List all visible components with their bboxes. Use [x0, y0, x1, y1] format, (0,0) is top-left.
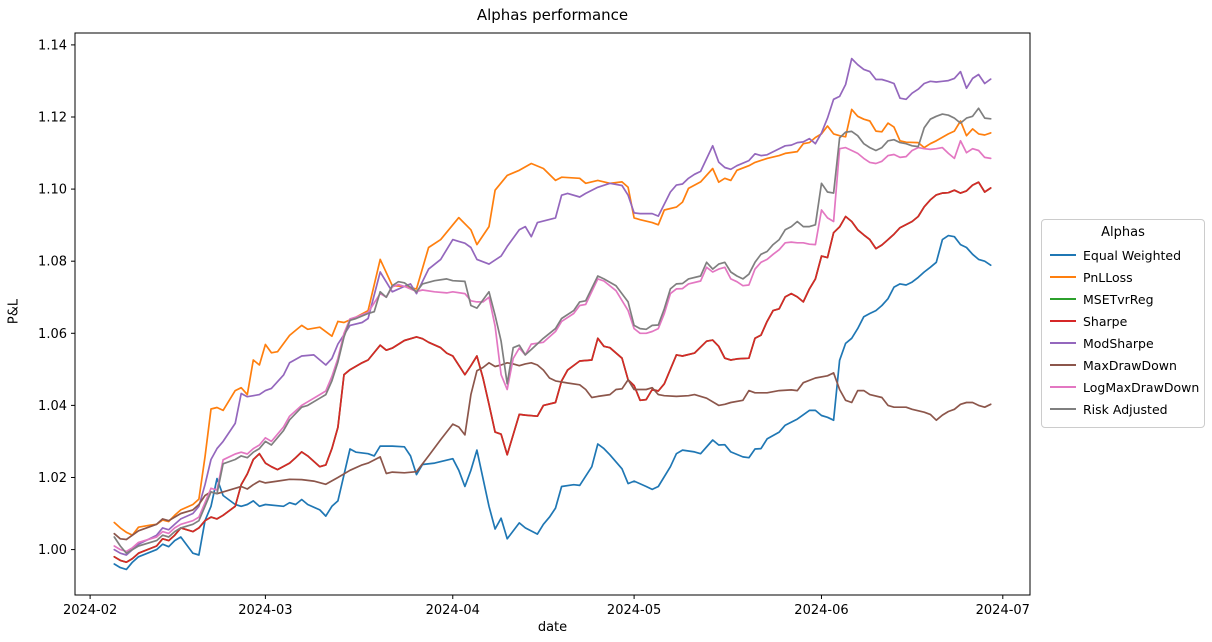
x-tick-label: 2024-02: [63, 603, 117, 618]
legend-line-swatch: [1050, 254, 1076, 256]
legend-item-maxdrawdown: MaxDrawDown: [1050, 354, 1196, 376]
axis-ticks: 1.00 1.02 1.04 1.06 1.08 1.10 1.12 1.14 2024-02 2…: [38, 38, 1030, 618]
x-tick-label: 2024-07: [976, 603, 1030, 618]
legend-label: Sharpe: [1083, 313, 1128, 329]
y-tick-label: 1.08: [38, 255, 67, 270]
legend-item-risk-adjusted: Risk Adjusted: [1050, 398, 1196, 420]
x-tick-label: 2024-03: [238, 603, 292, 618]
x-tick-label: 2024-05: [607, 603, 661, 618]
series-line-pnlloss: [113, 108, 992, 537]
legend-label: PnLLoss: [1083, 269, 1133, 285]
legend-items: Equal Weighted PnLLoss MSETvrReg Sharpe ModS…: [1050, 244, 1200, 420]
legend-item-msetvrreg: MSETvrReg: [1050, 288, 1196, 310]
y-axis-label: P&L: [6, 298, 22, 325]
series-line-modsharpe: [113, 57, 992, 556]
legend-line-swatch: [1050, 386, 1076, 388]
y-tick-label: 1.12: [38, 110, 67, 125]
x-axis-label: date: [537, 620, 568, 635]
series-line-risk-adjusted: [113, 107, 992, 555]
x-tick-label: 2024-06: [794, 603, 848, 618]
y-tick-label: 1.14: [38, 38, 67, 53]
legend-item-modsharpe: ModSharpe: [1050, 332, 1196, 354]
legend-label: Risk Adjusted: [1083, 401, 1168, 417]
x-tick-label: 2024-04: [426, 603, 480, 618]
y-tick-label: 1.10: [38, 183, 67, 198]
legend-item-pnlloss: PnLLoss: [1050, 266, 1196, 288]
legend-line-swatch: [1050, 342, 1076, 344]
series-lines: [113, 57, 992, 571]
legend-line-swatch: [1050, 364, 1076, 366]
legend-line-swatch: [1050, 320, 1076, 322]
y-tick-label: 1.06: [38, 327, 67, 342]
y-tick-label: 1.04: [38, 399, 67, 414]
series-line-logmaxdrawdown: [113, 139, 992, 553]
series-line-sharpe: [113, 181, 992, 564]
legend-label: MaxDrawDown: [1083, 357, 1177, 373]
y-tick-label: 1.00: [38, 543, 67, 558]
legend-item-sharpe: Sharpe: [1050, 310, 1196, 332]
legend: Alphas Equal Weighted PnLLoss MSETvrReg Sha…: [1041, 219, 1205, 428]
legend-title: Alphas: [1101, 225, 1145, 240]
legend-line-swatch: [1050, 298, 1076, 300]
legend-label: Equal Weighted: [1083, 247, 1182, 263]
series-line-maxdrawdown: [113, 361, 992, 541]
axes-frame: [74, 32, 1031, 596]
legend-line-swatch: [1050, 408, 1076, 410]
legend-line-swatch: [1050, 276, 1076, 278]
series-line-equal-weighted: [113, 234, 992, 571]
legend-item-equal-weighted: Equal Weighted: [1050, 244, 1196, 266]
legend-label: ModSharpe: [1083, 335, 1154, 351]
chart-title: Alphas performance: [476, 6, 629, 24]
legend-label: LogMaxDrawDown: [1083, 379, 1200, 395]
legend-label: MSETvrReg: [1083, 291, 1154, 307]
y-tick-label: 1.02: [38, 471, 67, 486]
legend-item-logmaxdrawdown: LogMaxDrawDown: [1050, 376, 1200, 398]
